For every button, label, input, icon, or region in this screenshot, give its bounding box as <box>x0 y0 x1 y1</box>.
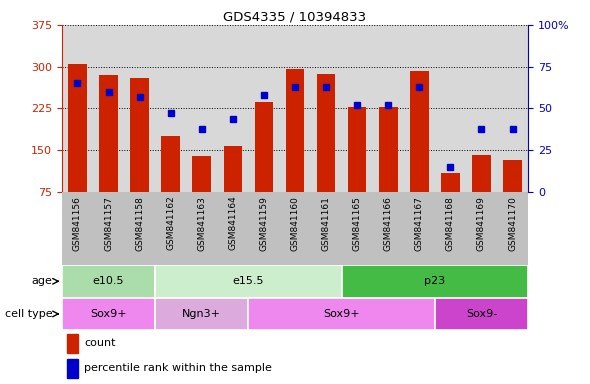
Text: Sox9+: Sox9+ <box>90 309 127 319</box>
Bar <box>503 160 522 192</box>
Text: GSM841156: GSM841156 <box>73 196 82 250</box>
Text: e10.5: e10.5 <box>93 276 124 286</box>
Bar <box>68 65 87 192</box>
Bar <box>348 107 366 192</box>
Bar <box>62 298 155 330</box>
Text: GSM841168: GSM841168 <box>446 196 455 250</box>
Title: GDS4335 / 10394833: GDS4335 / 10394833 <box>224 11 366 24</box>
Bar <box>342 265 528 298</box>
Bar <box>192 156 211 192</box>
Text: GSM841159: GSM841159 <box>260 196 268 250</box>
Bar <box>67 334 78 353</box>
Text: GSM841160: GSM841160 <box>290 196 300 250</box>
Bar <box>317 74 335 192</box>
Bar <box>248 298 435 330</box>
Bar <box>472 155 491 192</box>
Bar <box>441 172 460 192</box>
Text: count: count <box>84 338 116 348</box>
Text: Sox9+: Sox9+ <box>323 309 360 319</box>
Text: GSM841164: GSM841164 <box>228 196 237 250</box>
Bar <box>130 78 149 192</box>
Text: GSM841169: GSM841169 <box>477 196 486 250</box>
Text: GSM841165: GSM841165 <box>353 196 362 250</box>
Bar <box>410 71 428 192</box>
Text: GSM841166: GSM841166 <box>384 196 393 250</box>
Text: GSM841158: GSM841158 <box>135 196 144 250</box>
Text: age: age <box>32 276 53 286</box>
Text: Ngn3+: Ngn3+ <box>182 309 221 319</box>
Bar <box>155 298 248 330</box>
Text: GSM841157: GSM841157 <box>104 196 113 250</box>
Bar <box>224 146 242 192</box>
Bar <box>99 75 118 192</box>
Text: percentile rank within the sample: percentile rank within the sample <box>84 363 272 373</box>
Bar <box>379 107 398 192</box>
Bar <box>155 265 342 298</box>
Text: Sox9-: Sox9- <box>466 309 497 319</box>
Bar <box>255 102 273 192</box>
Text: cell type: cell type <box>5 309 53 319</box>
Text: GSM841161: GSM841161 <box>322 196 330 250</box>
Text: GSM841170: GSM841170 <box>508 196 517 250</box>
Bar <box>62 265 155 298</box>
Bar <box>162 136 180 192</box>
Text: p23: p23 <box>424 276 445 286</box>
Text: e15.5: e15.5 <box>232 276 264 286</box>
Text: GSM841162: GSM841162 <box>166 196 175 250</box>
Bar <box>67 359 78 378</box>
Text: GSM841167: GSM841167 <box>415 196 424 250</box>
Bar <box>286 69 304 192</box>
Bar <box>435 298 528 330</box>
Text: GSM841163: GSM841163 <box>197 196 206 250</box>
